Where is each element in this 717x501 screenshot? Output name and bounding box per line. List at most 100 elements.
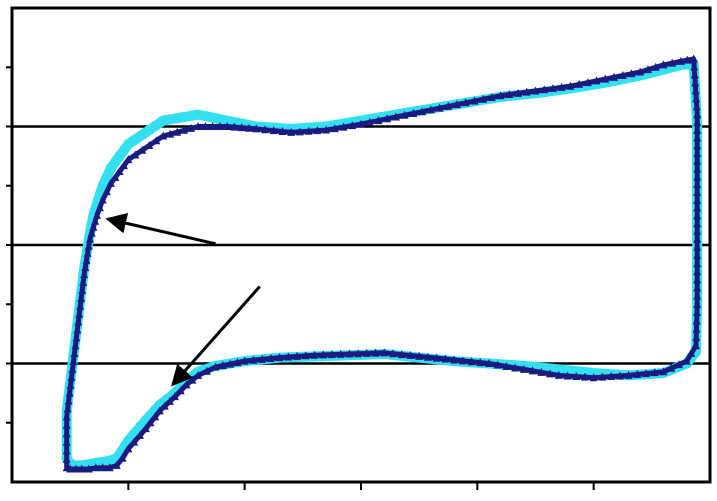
series-2-marker	[693, 180, 702, 189]
series-2-marker	[92, 210, 101, 219]
series-2-marker	[80, 270, 89, 279]
series-2-marker	[554, 370, 563, 379]
series-2-marker	[330, 124, 339, 133]
series-2-marker	[674, 360, 683, 369]
series-1-marker	[141, 416, 150, 425]
series-2-marker	[130, 437, 139, 446]
series-1-marker	[119, 146, 128, 155]
series-2-marker	[391, 112, 400, 121]
series-2-marker	[106, 178, 115, 187]
series-2-marker	[470, 96, 479, 105]
series-2-marker	[155, 406, 164, 415]
series-2-marker	[166, 129, 175, 138]
series-1-marker	[167, 115, 176, 124]
series-2-marker	[71, 464, 80, 473]
series-1-marker	[130, 429, 139, 438]
series-2-marker	[692, 324, 701, 333]
series-2-marker	[102, 187, 111, 196]
series-2-marker	[615, 371, 624, 380]
series-2-marker	[91, 216, 100, 225]
series-2-marker	[528, 366, 537, 375]
series-1-marker	[151, 406, 160, 415]
series-2-marker	[295, 127, 304, 136]
annotation-arrow-2	[171, 285, 261, 387]
series-2-marker	[233, 358, 242, 367]
series-1-marker	[163, 395, 172, 404]
series-2-marker	[693, 250, 702, 259]
series-2-marker	[187, 123, 196, 132]
series-2-marker	[505, 90, 514, 99]
series-2-marker	[208, 122, 217, 130]
series-2-marker	[693, 156, 702, 165]
series-2-marker	[493, 360, 502, 369]
series-2-marker	[202, 366, 211, 375]
series-1-marker	[98, 457, 107, 466]
series-2-marker	[693, 195, 702, 204]
series-2-marker	[693, 110, 702, 119]
series-1-marker	[89, 211, 98, 220]
series-1-marker	[91, 459, 100, 468]
series-2	[62, 54, 702, 473]
series-2-marker	[643, 65, 652, 74]
series-1-marker	[66, 460, 75, 469]
series-2-marker	[511, 363, 520, 372]
series-2-marker	[73, 325, 82, 334]
series-2-marker	[230, 122, 239, 131]
series-1-marker	[651, 67, 660, 76]
series-2-marker	[159, 131, 168, 140]
series-2-marker	[537, 367, 546, 376]
series-2-marker	[266, 353, 275, 362]
series-2-marker	[693, 211, 702, 220]
series-2-marker	[215, 122, 224, 130]
series-1-marker	[580, 368, 589, 377]
series-2-marker	[693, 283, 702, 292]
series-2-marker	[180, 125, 189, 134]
series-2-marker	[111, 172, 120, 181]
series-2-marker	[275, 353, 284, 362]
series-2-marker	[62, 437, 71, 446]
series-2-marker	[484, 359, 493, 367]
series-2-marker	[87, 228, 96, 237]
series-2-marker	[693, 291, 702, 300]
series-2-marker	[444, 101, 453, 110]
series-2-marker	[540, 85, 549, 94]
series-2-marker	[69, 357, 78, 366]
series-2-marker	[218, 361, 227, 370]
series-2-marker	[85, 234, 94, 243]
series-2-marker	[371, 348, 380, 357]
series-1-marker	[84, 460, 93, 469]
series-2-marker	[64, 396, 73, 405]
series-1-marker	[131, 135, 140, 144]
series-2-marker	[676, 56, 685, 65]
series-1-marker	[111, 158, 120, 167]
series-1-marker	[98, 181, 107, 190]
series-2-marker	[131, 150, 140, 159]
series-2-marker	[690, 62, 699, 71]
series-2-marker	[557, 82, 566, 91]
series-2-marker	[450, 355, 459, 364]
series-2-marker	[72, 333, 81, 342]
series-2-marker	[461, 98, 470, 107]
series-1-marker	[138, 130, 147, 139]
series-2-marker	[293, 351, 302, 360]
annotations	[105, 212, 261, 387]
series-2-marker	[693, 164, 702, 173]
series-2-marker	[589, 373, 598, 382]
series-2-marker	[689, 54, 698, 63]
series-1-marker	[230, 118, 239, 127]
series-2-marker	[327, 350, 336, 359]
series-2-marker	[145, 140, 154, 149]
series-2-marker	[687, 348, 696, 357]
series-1-marker	[152, 121, 161, 130]
series-2-marker	[693, 242, 702, 251]
series-1-marker	[159, 116, 168, 125]
series-2-marker	[650, 368, 659, 377]
series-2-marker	[693, 125, 702, 134]
series-2-marker	[514, 88, 523, 97]
series-2-marker	[84, 464, 93, 473]
series-2-marker	[693, 149, 702, 158]
series-2-marker	[693, 299, 702, 308]
series-2-marker	[82, 255, 91, 264]
series-2-marker	[642, 369, 651, 378]
